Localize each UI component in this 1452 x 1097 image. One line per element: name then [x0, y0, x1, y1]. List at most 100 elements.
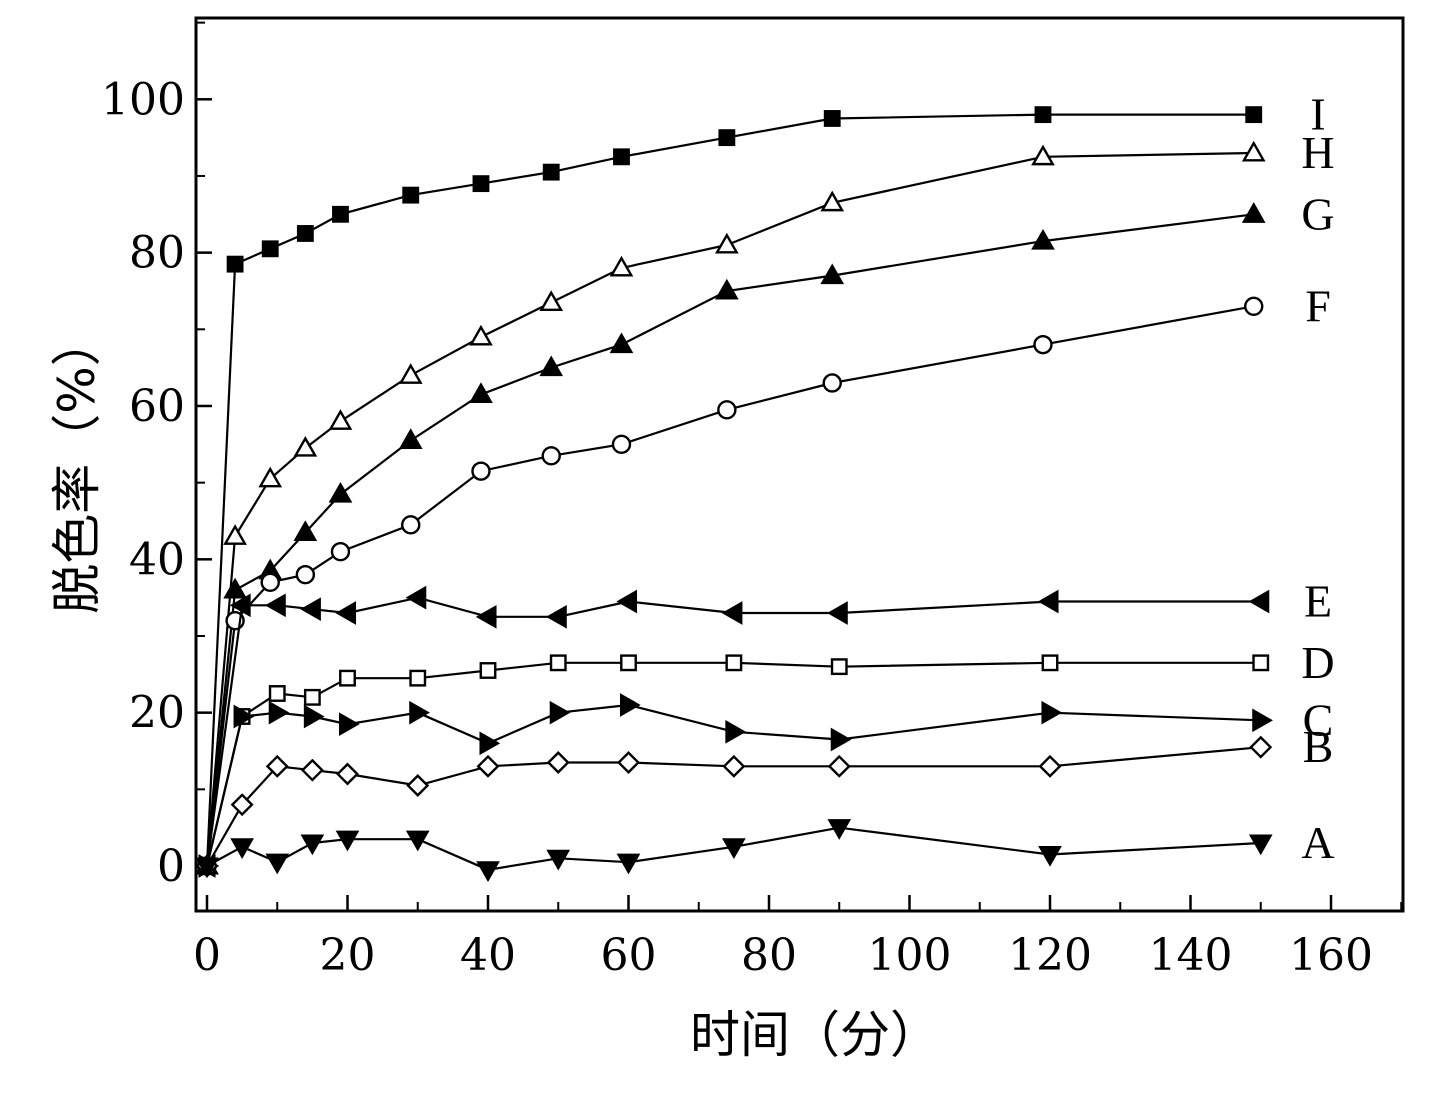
data-point: [549, 654, 567, 672]
data-point: [332, 205, 349, 223]
series-E: E: [194, 575, 1332, 878]
data-point: [1241, 140, 1266, 162]
data-point: [542, 163, 560, 181]
data-point: [405, 585, 427, 610]
data-point: [303, 688, 321, 706]
series-label: H: [1301, 127, 1334, 178]
data-point: [541, 446, 561, 466]
data-point: [1252, 654, 1270, 672]
data-point: [471, 461, 491, 481]
data-point: [539, 290, 564, 312]
series-C: C: [198, 693, 1333, 878]
x-tick-label: 60: [601, 930, 657, 981]
data-point: [725, 719, 747, 744]
data-point: [1252, 708, 1273, 733]
data-point: [330, 541, 351, 562]
data-point: [336, 762, 359, 786]
data-point: [619, 693, 641, 717]
data-point: [539, 355, 564, 377]
data-point: [830, 727, 852, 752]
data-point: [296, 225, 314, 242]
data-point: [546, 604, 567, 629]
data-point: [469, 324, 493, 346]
data-point: [479, 731, 501, 756]
data-point: [409, 669, 427, 687]
data-point: [1041, 700, 1063, 725]
data-point: [472, 175, 490, 193]
data-point: [617, 751, 640, 774]
x-tick-label: 40: [460, 930, 516, 981]
data-point: [827, 601, 848, 625]
data-point: [303, 704, 325, 729]
series-F: F: [197, 280, 1331, 876]
data-point: [820, 263, 845, 285]
data-point: [1249, 735, 1273, 759]
data-point: [226, 255, 244, 273]
data-point: [1038, 845, 1062, 867]
data-point: [265, 853, 290, 875]
x-tick-label: 20: [320, 930, 376, 981]
data-point: [722, 754, 746, 778]
series-label: E: [1304, 575, 1332, 626]
x-tick-label: 80: [741, 930, 797, 981]
data-point: [611, 434, 632, 455]
data-point: [1248, 589, 1270, 614]
data-point: [1241, 202, 1266, 223]
data-point: [406, 774, 430, 797]
y-tick-label: 80: [129, 228, 185, 279]
data-point: [620, 654, 637, 672]
x-tick-label: 120: [1008, 930, 1092, 981]
data-point: [475, 604, 497, 629]
data-point: [827, 754, 851, 778]
data-point: [335, 601, 357, 625]
data-point: [268, 700, 290, 725]
data-point: [328, 481, 353, 503]
data-point: [609, 332, 634, 354]
data-point: [260, 572, 280, 593]
series-label: B: [1303, 721, 1334, 772]
x-tick-label: 140: [1149, 930, 1233, 981]
data-point: [820, 190, 845, 212]
data-point: [725, 654, 743, 672]
data-point: [609, 255, 634, 277]
series-label: I: [1310, 89, 1325, 140]
data-point: [1041, 654, 1059, 672]
data-point: [258, 466, 283, 488]
data-point: [293, 435, 318, 457]
x-tick-label: 0: [193, 930, 221, 981]
data-point: [398, 363, 423, 384]
series-H: H: [195, 127, 1335, 875]
y-axis-title: 脱色率（%）: [48, 316, 106, 614]
data-point: [223, 524, 247, 545]
data-point: [722, 838, 746, 860]
series-line: [205, 113, 1254, 867]
series-D: D: [198, 637, 1335, 875]
data-point: [1244, 296, 1264, 317]
data-point: [1248, 834, 1273, 856]
data-point: [1031, 228, 1055, 250]
data-point: [405, 830, 430, 852]
axis-ticks: 0 20 40 60 80 100 120 140 160 0 20 40 60 80 100: [101, 21, 1403, 981]
data-point: [265, 593, 286, 618]
data-point: [1037, 589, 1059, 614]
data-point: [476, 754, 500, 778]
data-point: [830, 658, 848, 676]
series-G: G: [195, 188, 1335, 875]
series-label: F: [1305, 280, 1331, 331]
data-point: [335, 830, 360, 852]
data-point: [549, 700, 571, 725]
data-point: [479, 662, 497, 679]
y-tick-label: 0: [157, 841, 185, 892]
data-point: [827, 819, 852, 840]
data-point: [1245, 106, 1263, 124]
data-point: [293, 520, 318, 542]
series-A: A: [195, 817, 1335, 883]
y-tick-label: 40: [129, 534, 185, 585]
plot-frame: [194, 16, 1405, 913]
data-point: [476, 861, 500, 883]
data-point: [338, 712, 360, 737]
data-point: [1033, 334, 1053, 355]
data-point: [718, 129, 736, 147]
data-point: [300, 597, 321, 621]
